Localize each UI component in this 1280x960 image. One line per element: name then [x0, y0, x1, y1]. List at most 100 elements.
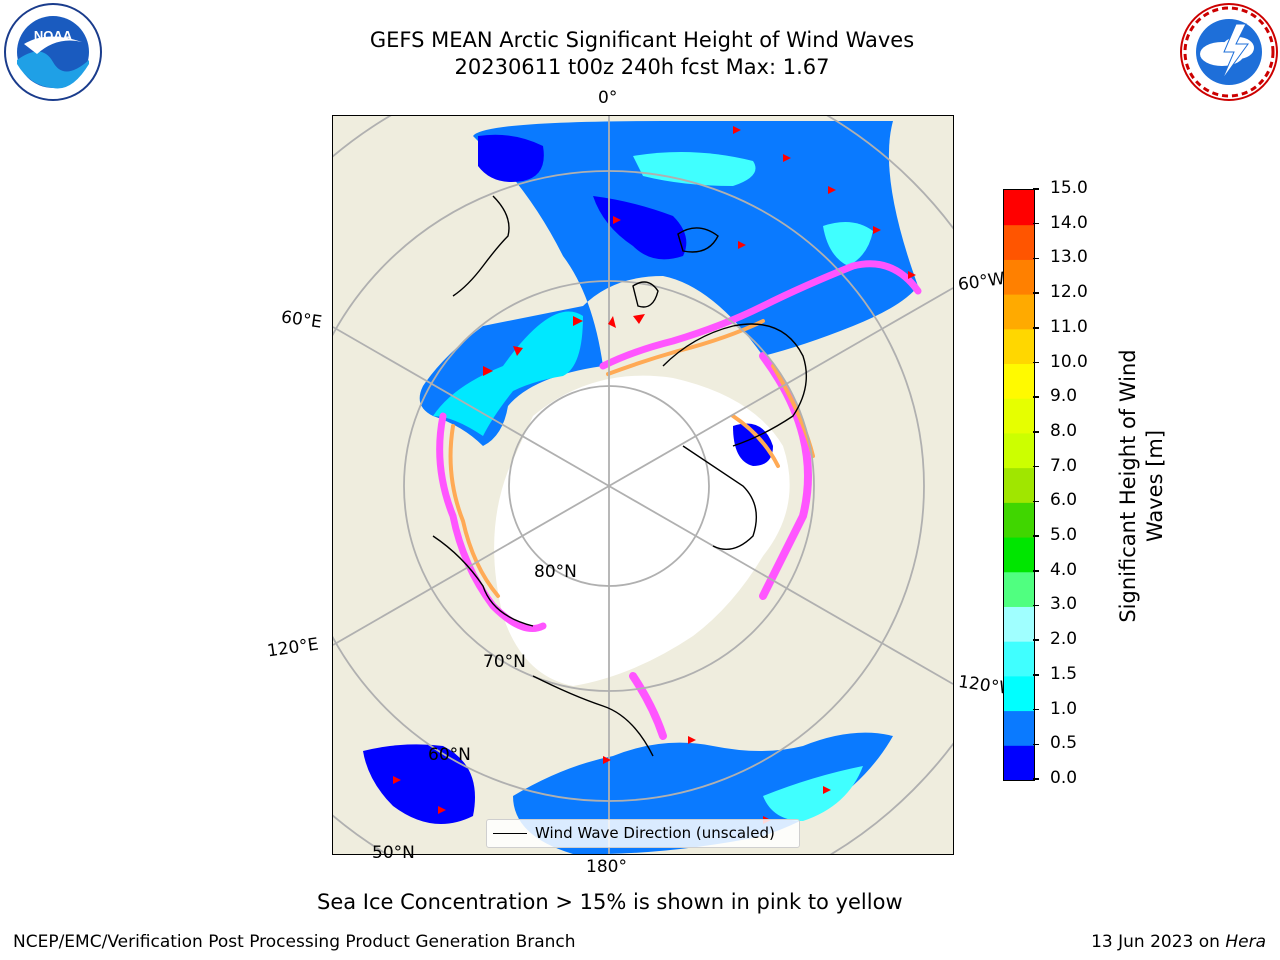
colorbar-swatches	[1004, 190, 1034, 781]
map-canvas	[333, 116, 953, 854]
colorbar-tick-mark	[1033, 465, 1039, 468]
colorbar-swatch	[1004, 745, 1034, 781]
wind-arrow	[733, 126, 741, 134]
coast-iceland	[677, 227, 719, 253]
wind-arrow	[823, 786, 831, 794]
colorbar-tick-mark	[1033, 431, 1039, 433]
nws-logo	[1178, 2, 1280, 102]
meridian-60e	[333, 326, 610, 487]
colorbar-tick-mark	[1033, 327, 1039, 329]
colorbar-tick-mark	[1033, 292, 1039, 294]
wind-arrow	[688, 736, 696, 744]
colorbar-tick-mark	[1033, 188, 1039, 190]
lon-label-180: 180°	[586, 857, 627, 877]
colorbar-swatch	[1004, 502, 1034, 538]
wind-arrow	[573, 316, 583, 326]
coast-scandinavia	[452, 195, 510, 297]
colorbar-tick-label: 10.0	[1050, 351, 1088, 372]
colorbar-swatch	[1004, 641, 1034, 677]
footer-host: Hera	[1225, 932, 1266, 952]
lat-label-80: 80°N	[534, 562, 577, 582]
colorbar-tick-label: 15.0	[1050, 178, 1088, 198]
colorbar-tick-label: 14.0	[1050, 212, 1088, 233]
colorbar-tick-mark	[1033, 570, 1039, 572]
lat-label-60: 60°N	[428, 745, 471, 765]
colorbar-label-line2: Waves [m]	[1143, 429, 1167, 543]
colorbar-tick-label: 11.0	[1050, 316, 1088, 337]
coast-svalbard	[632, 281, 659, 308]
meridian-60w	[608, 287, 953, 487]
ice-edge-bering	[629, 672, 667, 740]
colorbar-swatch	[1004, 294, 1034, 330]
colorbar-tick-mark	[1033, 778, 1039, 780]
wind-arrow	[828, 186, 836, 194]
colorbar-swatch	[1004, 190, 1034, 226]
colorbar-tick-mark	[1033, 674, 1039, 676]
wind-arrow	[633, 314, 645, 324]
ice-edge-hudson	[731, 414, 780, 468]
coast-alaska	[532, 675, 654, 757]
wind-arrow	[738, 241, 746, 249]
colorbar-tick-mark	[1033, 361, 1039, 364]
coast-siberia	[432, 535, 534, 627]
wind-arrow	[603, 756, 611, 764]
svg-text:NOAA: NOAA	[34, 28, 73, 43]
wind-arrow	[783, 154, 791, 162]
colorbar-tick-label: 7.0	[1050, 455, 1078, 476]
lon-label-60w: 60°W	[956, 268, 1007, 296]
sea-ice-annotation: Sea Ice Concentration > 15% is shown in …	[317, 890, 903, 914]
meridian-120w	[608, 485, 953, 685]
wind-arrow	[908, 271, 916, 279]
colorbar-swatch	[1004, 606, 1034, 642]
colorbar-swatch	[1004, 224, 1034, 260]
colorbar-swatch	[1004, 432, 1034, 469]
colorbar-swatch	[1004, 259, 1034, 295]
meridian-120e	[333, 485, 610, 646]
colorbar-tick-mark	[1033, 396, 1039, 398]
chart-subtitle: 20230611 t00z 240h fcst Max: 1.67	[454, 55, 830, 79]
wind-arrow	[873, 226, 881, 234]
colorbar-label-line1: Significant Height of Wind	[1116, 349, 1140, 623]
map-legend: Wind Wave Direction (unscaled)	[486, 819, 800, 848]
coast-canada-archipelago	[682, 445, 757, 550]
coast-greenland	[662, 323, 808, 447]
colorbar-tick-label: 3.0	[1050, 594, 1078, 615]
colorbar-swatch	[1004, 675, 1034, 712]
noaa-logo: NOAA	[2, 2, 104, 102]
colorbar-swatch	[1004, 328, 1034, 365]
colorbar-tick-label: 6.0	[1050, 490, 1078, 511]
colorbar-swatch	[1004, 467, 1034, 503]
colorbar-tick-label: 13.0	[1050, 247, 1088, 268]
colorbar-tick-mark	[1033, 743, 1039, 746]
colorbar	[1003, 189, 1035, 781]
colorbar-tick-label: 8.0	[1050, 420, 1078, 441]
colorbar-swatch	[1004, 571, 1034, 607]
wind-arrow	[393, 776, 401, 784]
colorbar-swatch	[1004, 363, 1034, 399]
colorbar-tick-label: 0.5	[1050, 733, 1078, 754]
colorbar-swatch	[1004, 398, 1034, 434]
chart-title: GEFS MEAN Arctic Significant Height of W…	[369, 28, 915, 52]
arctic-ice-region	[494, 375, 790, 686]
okhotsk-water	[363, 744, 475, 824]
norwegian-coast-blue	[593, 196, 687, 260]
lat-label-50: 50°N	[372, 843, 415, 863]
footer-date: 13 Jun 2023 on Hera	[1091, 932, 1266, 952]
colorbar-tick-mark	[1033, 535, 1039, 537]
footer-date-text: 13 Jun 2023 on	[1091, 932, 1226, 952]
wind-arrow	[513, 346, 523, 356]
colorbar-tick-mark	[1033, 639, 1039, 641]
colorbar-tick-label: 5.0	[1050, 525, 1078, 546]
ice-edge-atlantic	[599, 260, 922, 370]
wind-arrows	[393, 126, 916, 824]
colorbar-tick-mark	[1033, 500, 1039, 503]
colorbar-tick-mark	[1033, 222, 1039, 225]
legend-label: Wind Wave Direction (unscaled)	[535, 824, 775, 842]
colorbar-tick-label: 1.5	[1050, 663, 1078, 684]
colorbar-tick-label: 2.0	[1050, 629, 1078, 650]
wind-arrow	[483, 366, 493, 376]
colorbar-label: Significant Height of Wind Waves [m]	[1082, 349, 1202, 622]
colorbar-tick-mark	[1033, 604, 1039, 607]
labrador-cyan	[823, 222, 873, 266]
lon-label-60e: 60°E	[279, 307, 324, 333]
